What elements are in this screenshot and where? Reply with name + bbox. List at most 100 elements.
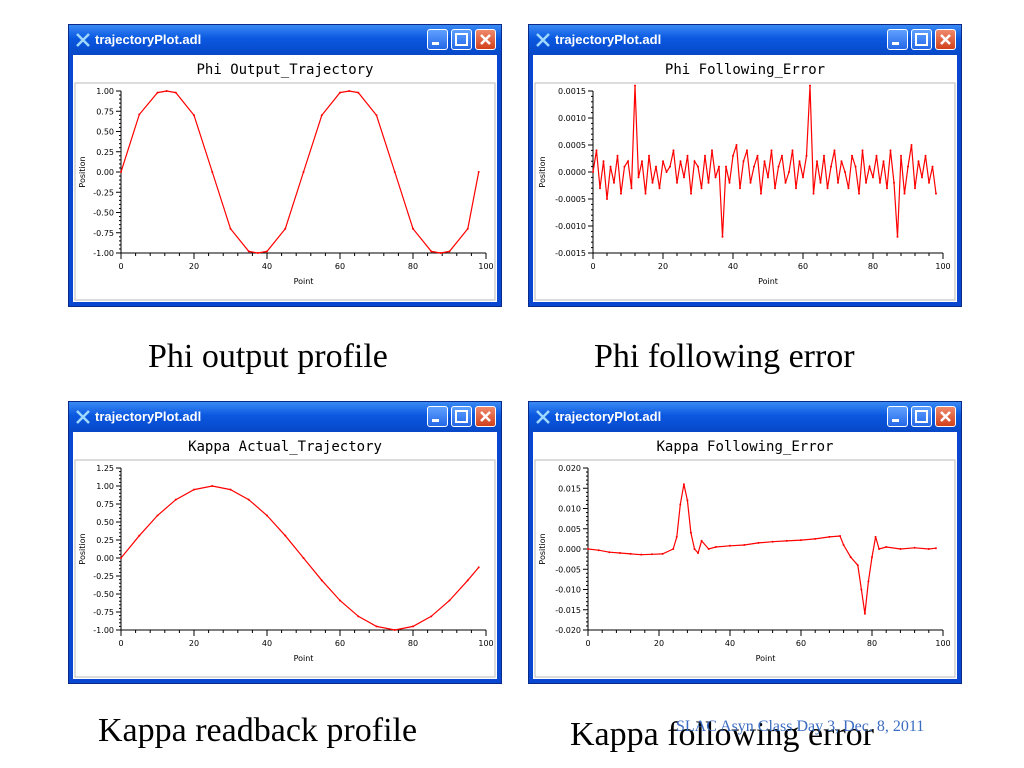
minimize-icon: [892, 42, 899, 45]
window-titlebar[interactable]: trajectoryPlot.adl: [529, 402, 961, 432]
data-point: [700, 539, 703, 542]
data-point: [302, 171, 305, 173]
data-point: [849, 556, 852, 559]
data-point: [742, 160, 745, 163]
x-tick-label: 40: [262, 639, 272, 648]
data-point: [900, 154, 902, 157]
close-icon: [480, 34, 491, 45]
x-axis-label: Point: [756, 654, 776, 663]
data-point: [785, 539, 788, 542]
close-icon: [480, 411, 491, 422]
y-tick-label: 0.020: [558, 464, 581, 473]
data-point: [655, 165, 657, 168]
maximize-button[interactable]: [911, 406, 932, 427]
data-point: [587, 548, 589, 550]
data-point: [893, 181, 895, 184]
x-tick-label: 100: [478, 639, 493, 648]
maximize-button[interactable]: [451, 406, 472, 427]
app-icon: [76, 410, 90, 424]
data-point: [844, 171, 846, 173]
data-point: [683, 176, 685, 179]
data-point: [826, 187, 829, 190]
data-point: [120, 171, 122, 173]
minimize-button[interactable]: [887, 406, 908, 427]
data-point: [229, 227, 232, 230]
data-point: [339, 599, 341, 602]
data-point: [637, 176, 640, 179]
maximize-button[interactable]: [911, 29, 932, 50]
minimize-button[interactable]: [427, 29, 448, 50]
data-point: [707, 181, 710, 184]
y-tick-label: -0.50: [93, 209, 114, 218]
data-point: [760, 192, 762, 195]
window-titlebar[interactable]: trajectoryPlot.adl: [529, 25, 961, 55]
data-point: [375, 114, 378, 117]
data-point: [863, 612, 866, 615]
data-point: [193, 114, 195, 117]
y-tick-label: -0.25: [93, 572, 114, 581]
data-point: [899, 548, 902, 550]
data-point: [903, 192, 906, 195]
close-button[interactable]: [475, 406, 496, 427]
y-tick-label: -0.005: [555, 565, 581, 574]
data-point: [658, 187, 661, 190]
x-tick-label: 60: [796, 639, 806, 648]
data-point: [928, 181, 930, 184]
close-button[interactable]: [935, 406, 956, 427]
data-point: [732, 154, 734, 157]
data-point: [921, 176, 923, 179]
data-point: [627, 160, 629, 163]
plot-panel: Kappa Actual_Trajectory -1.00 -0.75 -0.50-…: [73, 432, 497, 679]
data-point: [602, 160, 605, 163]
slide-footer: SLAC Asyn Class Day 3, Dec. 8, 2011: [676, 718, 925, 735]
data-point: [247, 498, 250, 501]
x-tick-label: 40: [728, 262, 738, 271]
data-point: [690, 192, 692, 195]
data-point: [284, 534, 287, 537]
data-point: [620, 192, 622, 195]
x-tick-label: 60: [335, 262, 345, 271]
window-titlebar[interactable]: trajectoryPlot.adl: [69, 402, 501, 432]
app-icon: [76, 33, 90, 47]
data-point: [357, 615, 360, 618]
data-point: [606, 198, 608, 200]
data-point: [728, 181, 731, 184]
data-point: [256, 252, 259, 254]
data-point: [914, 187, 916, 190]
close-button[interactable]: [475, 29, 496, 50]
data-point: [609, 165, 612, 168]
data-point: [924, 154, 927, 157]
data-point: [211, 171, 214, 173]
data-point: [630, 187, 633, 190]
data-point: [872, 176, 874, 179]
data-point: [865, 181, 867, 184]
y-tick-label: 0.25: [96, 536, 114, 545]
data-point: [756, 154, 759, 157]
data-point: [774, 187, 776, 190]
data-point: [661, 552, 664, 555]
data-point: [477, 566, 480, 569]
window-titlebar[interactable]: trajectoryPlot.adl: [69, 25, 501, 55]
data-point: [640, 553, 643, 556]
data-point: [689, 531, 692, 534]
y-tick-label: 0.00: [96, 554, 114, 563]
data-point: [861, 149, 864, 152]
data-point: [320, 579, 323, 582]
maximize-button[interactable]: [451, 29, 472, 50]
minimize-button[interactable]: [427, 406, 448, 427]
data-point: [613, 181, 615, 184]
data-point: [851, 154, 853, 157]
data-point: [284, 227, 287, 230]
y-tick-label: -0.015: [555, 606, 581, 615]
data-point: [665, 171, 668, 173]
data-point: [320, 114, 323, 117]
y-tick-label: 0.005: [558, 525, 581, 534]
maximize-icon: [455, 410, 468, 423]
x-tick-label: 0: [590, 262, 595, 271]
plot-panel: Phi Output_Trajectory -1.00 -0.75 -0.50 -0.…: [73, 55, 497, 302]
close-button[interactable]: [935, 29, 956, 50]
data-point: [714, 176, 717, 179]
y-tick-label: -1.00: [93, 626, 114, 635]
minimize-button[interactable]: [887, 29, 908, 50]
data-point: [629, 552, 632, 555]
